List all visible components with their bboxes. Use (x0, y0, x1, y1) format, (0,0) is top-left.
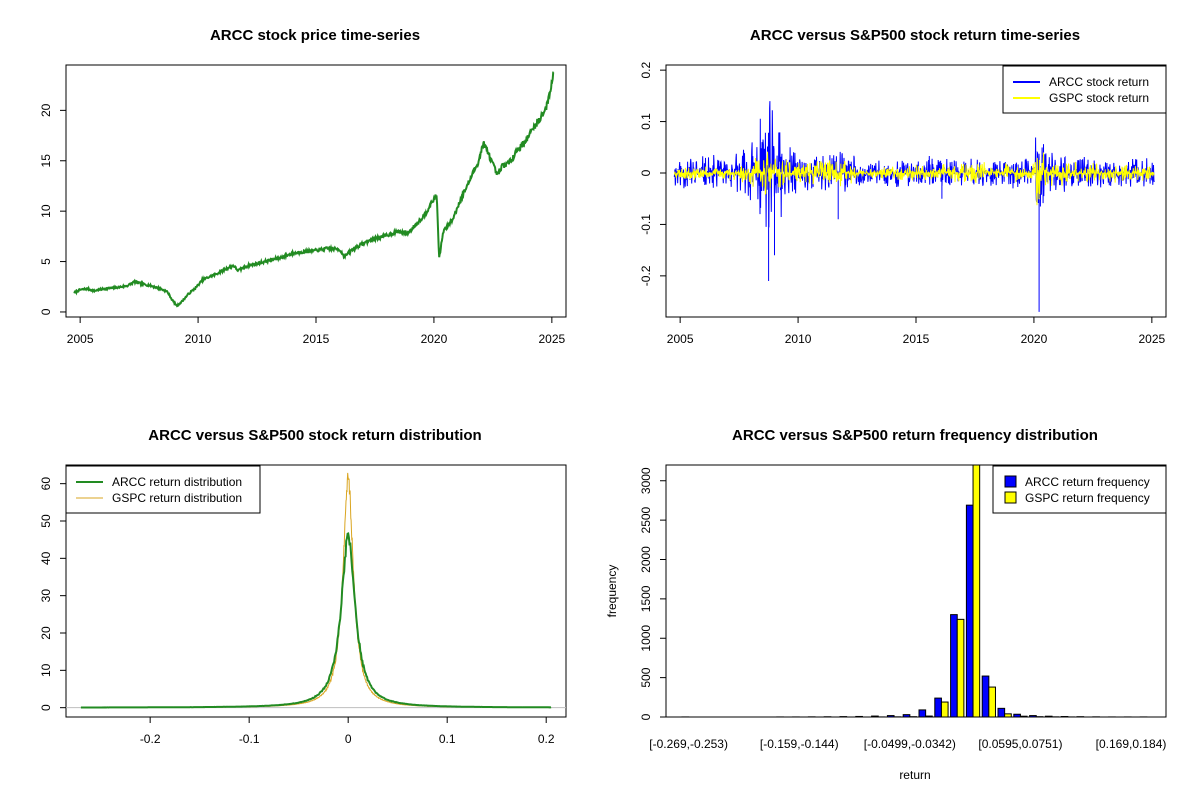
y-tick-label: 60 (39, 477, 53, 491)
x-axis-label: return (899, 768, 930, 782)
x-tick-label: [-0.0499,-0.0342) (864, 737, 956, 751)
x-tick-label: 2005 (67, 332, 94, 346)
y-tick-label: 50 (39, 514, 53, 528)
y-tick-label: 3000 (639, 467, 653, 494)
plot-frame (66, 65, 566, 317)
y-tick-label: 30 (39, 589, 53, 603)
x-tick-label: 0.1 (439, 732, 456, 746)
y-tick-label: 15 (39, 154, 53, 168)
y-tick-label: 10 (39, 204, 53, 218)
legend-label: ARCC return distribution (112, 475, 242, 489)
legend-label: GSPC return distribution (112, 491, 242, 505)
chart-title: ARCC versus S&P500 stock return time-ser… (750, 27, 1080, 44)
histogram-bar (973, 457, 980, 717)
x-tick-label: 2005 (667, 332, 694, 346)
x-tick-label: 2020 (1021, 332, 1048, 346)
histogram-bar (935, 698, 942, 717)
x-tick-label: 2025 (538, 332, 565, 346)
x-tick-label: 2010 (185, 332, 212, 346)
chart-title: ARCC versus S&P500 stock return distribu… (148, 427, 481, 444)
y-tick-label: 0 (39, 308, 53, 315)
histogram-bar (951, 615, 958, 717)
y-tick-label: 1000 (639, 625, 653, 652)
legend: ARCC return distribution GSPC return dis… (66, 466, 260, 513)
x-tick-label: 0 (345, 732, 352, 746)
x-tick-label: 2015 (903, 332, 930, 346)
legend-label: ARCC return frequency (1025, 475, 1150, 489)
y-axis-label: frequency (605, 565, 619, 618)
y-tick-label: 10 (39, 663, 53, 677)
panel-density: ARCC versus S&P500 stock return distribu… (39, 427, 566, 746)
x-tick-label: -0.2 (140, 732, 161, 746)
legend-swatch (1005, 492, 1016, 503)
y-tick-label: 1500 (639, 585, 653, 612)
chart-title: ARCC versus S&P500 return frequency dist… (732, 427, 1098, 444)
histogram-bar (941, 702, 948, 717)
y-tick-label: 20 (39, 626, 53, 640)
legend-swatch (1005, 476, 1016, 487)
legend-box (66, 466, 260, 513)
x-tick-label: [0.0595,0.0751) (978, 737, 1062, 751)
panel-histogram: ARCC versus S&P500 return frequency dist… (605, 427, 1166, 782)
y-tick-label: 2000 (639, 546, 653, 573)
y-tick-label: 5 (39, 258, 53, 265)
legend-label: ARCC stock return (1049, 75, 1149, 89)
y-tick-label: 40 (39, 551, 53, 565)
x-tick-label: 2025 (1138, 332, 1165, 346)
axis-ticks: 2005 2010 2015 2020 2025 0 5 10 15 20 (39, 103, 566, 346)
histogram-bar (982, 676, 989, 717)
y-tick-label: 500 (639, 667, 653, 687)
histogram-bar (989, 687, 996, 717)
axis-ticks: -0.2 -0.1 0 0.1 0.2 0 10 20 30 40 50 60 (39, 477, 555, 746)
panel-returns: ARCC versus S&P500 stock return time-ser… (639, 27, 1166, 346)
x-tick-label: 2015 (303, 332, 330, 346)
y-tick-label: -0.2 (639, 265, 653, 286)
x-tick-label: [-0.269,-0.253) (649, 737, 728, 751)
series-line (81, 534, 551, 708)
x-tick-label: 2010 (785, 332, 812, 346)
legend-box (993, 466, 1166, 513)
x-tick-label: 2020 (421, 332, 448, 346)
y-tick-label: 0.1 (639, 113, 653, 130)
y-tick-label: -0.1 (639, 214, 653, 235)
x-tick-label: 0.2 (538, 732, 555, 746)
y-tick-label: 0 (39, 704, 53, 711)
histogram-bar (957, 619, 964, 717)
chart-title: ARCC stock price time-series (210, 27, 420, 44)
legend: ARCC return frequency GSPC return freque… (993, 466, 1166, 513)
series-line (74, 72, 553, 306)
histogram-bar (919, 710, 926, 717)
y-tick-label: 0 (639, 169, 653, 176)
series-line (674, 101, 1154, 312)
legend-label: GSPC stock return (1049, 91, 1149, 105)
y-tick-label: 0 (639, 713, 653, 720)
y-tick-label: 0.2 (639, 61, 653, 78)
legend-label: GSPC return frequency (1025, 491, 1150, 505)
x-tick-label: [-0.159,-0.144) (760, 737, 839, 751)
histogram-bar (966, 505, 973, 717)
legend: ARCC stock return GSPC stock return (1003, 66, 1166, 113)
legend-box (1003, 66, 1166, 113)
x-tick-label: -0.1 (239, 732, 260, 746)
y-tick-label: 2500 (639, 506, 653, 533)
histogram-bar (998, 708, 1005, 717)
x-tick-label: [0.169,0.184) (1096, 737, 1167, 751)
y-tick-label: 20 (39, 103, 53, 117)
